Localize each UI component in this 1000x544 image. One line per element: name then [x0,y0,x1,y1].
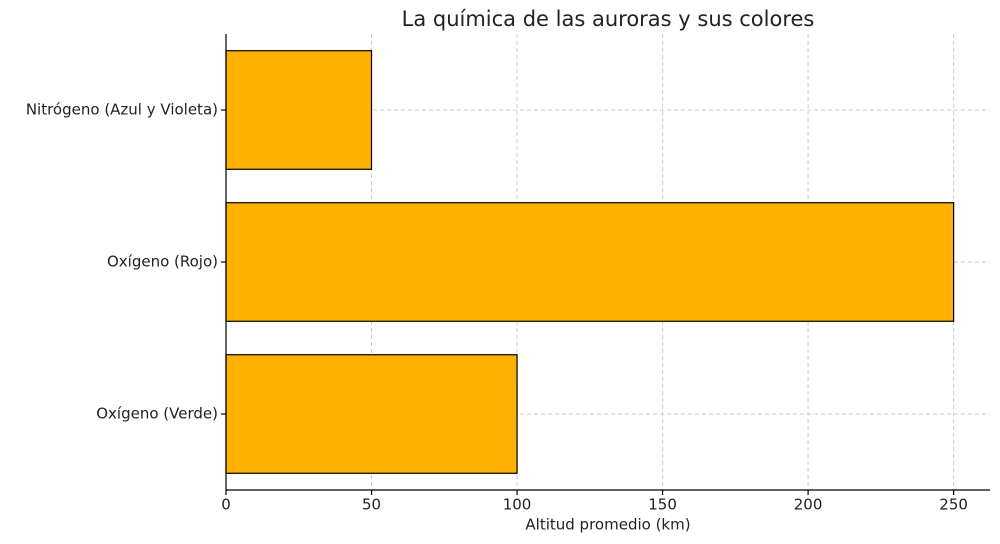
x-tick-label: 0 [221,496,231,514]
y-tick-label: Nitrógeno (Azul y Violeta) [26,101,218,119]
y-tick-label: Oxígeno (Verde) [96,405,218,423]
x-tick-label: 200 [794,496,823,514]
bar [225,50,373,170]
x-axis-label: Altitud promedio (km) [525,516,690,534]
x-tick-label: 50 [362,496,381,514]
bar [225,354,518,474]
bar [225,202,955,322]
x-tick-label: 150 [648,496,677,514]
x-tick-label: 250 [939,496,968,514]
y-tick-label: Oxígeno (Rojo) [107,253,218,271]
x-tick-label: 100 [503,496,532,514]
chart-title: La química de las auroras y sus colores [402,7,815,31]
